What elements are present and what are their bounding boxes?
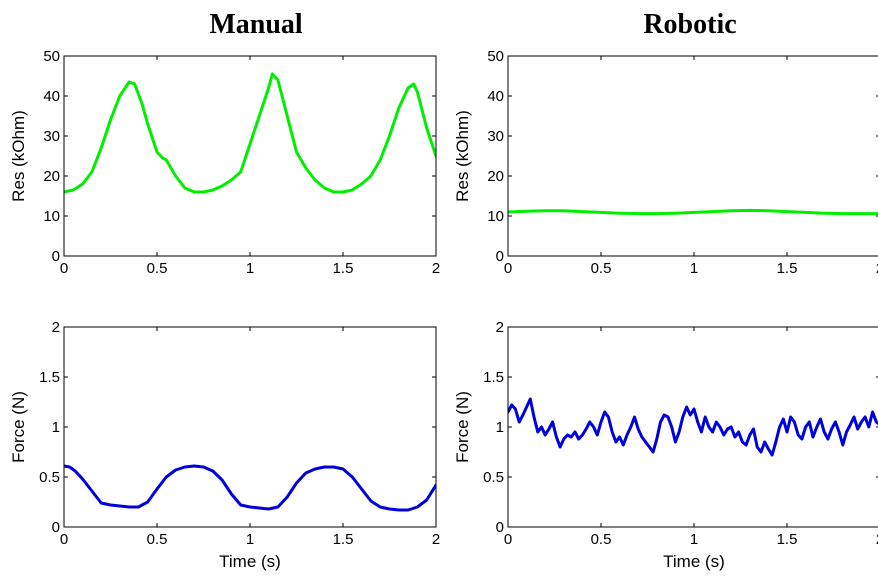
x-tick-label: 0.5 [591, 260, 612, 277]
x-tick-label: 1.5 [777, 531, 798, 548]
x-tick-label: 1 [690, 531, 698, 548]
y-tick-label: 10 [487, 208, 504, 225]
panel-manual-force: 0 0.5 1 1.5 2 0 0.5 1 1.5 2 Force (N) Time (s) [9, 319, 440, 571]
y-axis-label: Res (kOhm) [453, 110, 472, 202]
x-tick-label: 2 [432, 531, 440, 548]
x-tick-label: 2 [876, 260, 878, 277]
series-line-manual-force-0 [64, 464, 436, 512]
y-tick-label: 0 [52, 519, 60, 536]
y-tick-label: 0 [496, 248, 504, 265]
x-tick-label: 0 [504, 531, 512, 548]
column-title-robotic: Robotic [643, 9, 736, 40]
x-tick-label: 2 [876, 531, 878, 548]
x-tick-label: 1.5 [777, 260, 798, 277]
y-tick-label: 1 [496, 419, 504, 436]
y-tick-label: 0.5 [483, 469, 504, 486]
x-tick-label: 1 [246, 260, 254, 277]
y-tick-label: 1.5 [483, 369, 504, 386]
series-line-robotic-force-0 [508, 397, 878, 457]
series-line-robotic-res-0 [508, 208, 878, 216]
y-tick-label: 0 [52, 248, 60, 265]
y-tick-label: 20 [487, 168, 504, 185]
x-tick-label: 0 [504, 260, 512, 277]
x-tick-label: 1 [246, 531, 254, 548]
axes-box-robotic-res [507, 55, 878, 257]
panel-robotic-force: 0 0.5 1 1.5 2 0 0.5 1 1.5 2 Force (N) Time (s) [453, 319, 878, 571]
y-tick-label: 50 [487, 48, 504, 65]
x-tick-label: 1 [690, 260, 698, 277]
y-tick-label: 10 [43, 208, 60, 225]
x-tick-label: 0.5 [147, 260, 168, 277]
x-axis-label: Time (s) [219, 552, 281, 571]
y-axis-label: Force (N) [453, 391, 472, 463]
y-tick-label: 0 [496, 519, 504, 536]
x-axis-label: Time (s) [663, 552, 725, 571]
y-tick-label: 2 [52, 319, 60, 336]
y-tick-label: 2 [496, 319, 504, 336]
y-tick-label: 40 [487, 88, 504, 105]
x-tick-label: 0 [60, 260, 68, 277]
y-tick-label: 20 [43, 168, 60, 185]
x-tick-label: 1.5 [333, 260, 354, 277]
y-axis-label: Force (N) [9, 391, 28, 463]
x-tick-label: 0 [60, 531, 68, 548]
x-tick-label: 2 [432, 260, 440, 277]
axes-box-manual-force [63, 326, 437, 528]
x-tick-label: 1.5 [333, 531, 354, 548]
y-tick-label: 50 [43, 48, 60, 65]
series-line-manual-res-0 [64, 72, 436, 194]
y-tick-label: 30 [487, 128, 504, 145]
y-tick-label: 1.5 [39, 369, 60, 386]
x-tick-label: 0.5 [147, 531, 168, 548]
y-tick-label: 1 [52, 419, 60, 436]
column-title-manual: Manual [209, 9, 303, 40]
y-tick-label: 0.5 [39, 469, 60, 486]
y-tick-label: 30 [43, 128, 60, 145]
x-tick-label: 0.5 [591, 531, 612, 548]
y-axis-label: Res (kOhm) [9, 110, 28, 202]
y-tick-label: 40 [43, 88, 60, 105]
